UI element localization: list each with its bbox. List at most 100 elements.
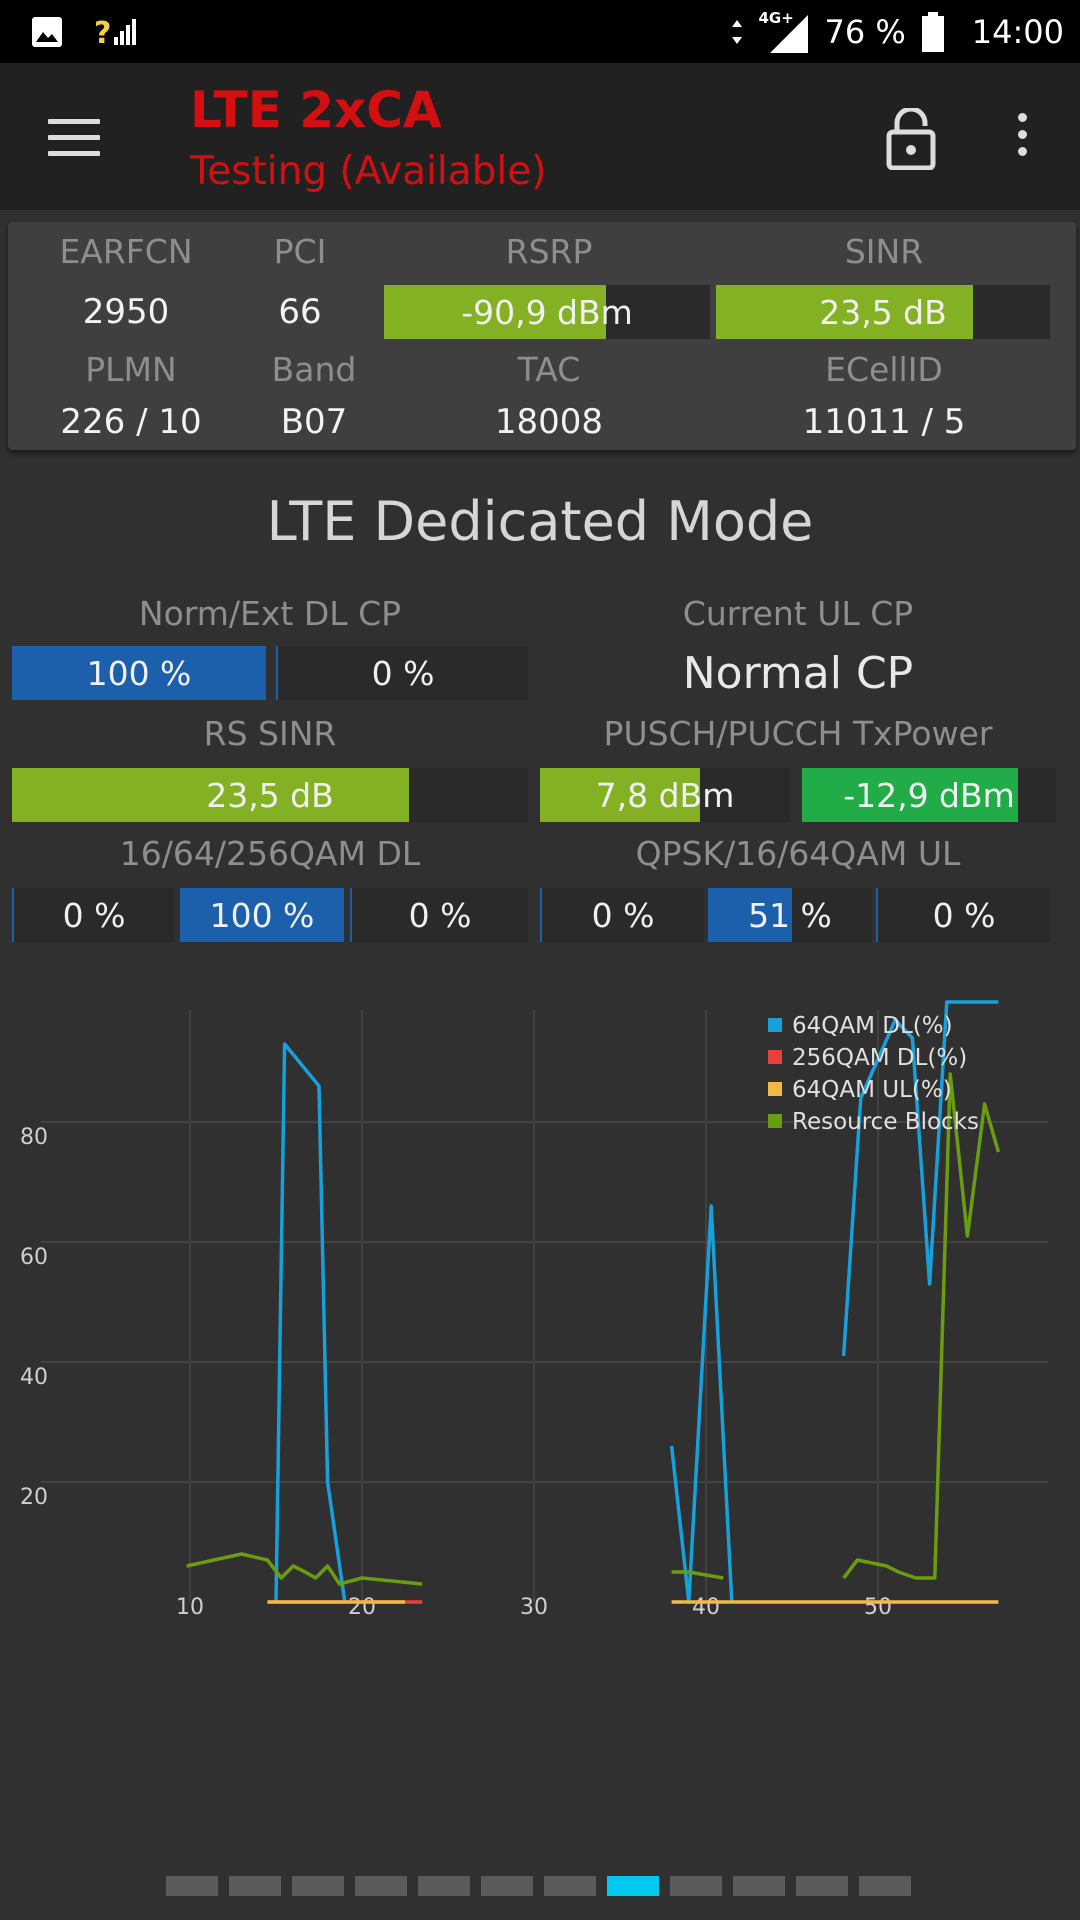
series-line — [842, 1072, 1001, 1580]
pci-label: PCI — [273, 232, 327, 271]
sinr-label: SINR — [844, 232, 924, 271]
pci-value: 66 — [278, 292, 322, 332]
page-dot[interactable] — [859, 1876, 911, 1896]
dl-cp-extended-bar: 0 % — [276, 646, 528, 700]
x-tick-label: 20 — [348, 1595, 376, 1620]
sinr-bar: 23,5 dB — [716, 285, 1050, 339]
legend-swatch — [768, 1082, 782, 1096]
y-tick-label: 80 — [20, 1125, 48, 1150]
qam-dl-256-value: 0 % — [408, 895, 472, 935]
rs-sinr-bar: 23,5 dB — [12, 768, 528, 822]
image-notification-icon — [32, 17, 62, 47]
legend-swatch — [768, 1018, 782, 1032]
rs-sinr-value: 23,5 dB — [206, 775, 334, 815]
clock: 14:00 — [971, 12, 1064, 51]
app-title: LTE 2xCA — [190, 81, 442, 139]
txpower-label: PUSCH/PUCCH TxPower — [603, 714, 993, 753]
page-dot[interactable] — [229, 1876, 281, 1896]
rsrp-value: -90,9 dBm — [461, 292, 633, 332]
svg-text:?: ? — [94, 16, 111, 49]
battery-percent: 76 % — [824, 12, 906, 51]
page-dot[interactable] — [292, 1876, 344, 1896]
legend-label: 64QAM DL(%) — [792, 1013, 953, 1039]
qam-dl-16-bar: 0 % — [12, 888, 174, 942]
app-subtitle: Testing (Available) — [190, 149, 547, 194]
pusch-power-bar: 7,8 dBm — [540, 768, 790, 822]
series-line — [669, 1204, 734, 1604]
section-title: LTE Dedicated Mode — [266, 490, 814, 553]
app-bar: LTE 2xCA Testing (Available) — [0, 63, 1080, 210]
battery-icon — [921, 11, 944, 52]
rsrp-bar: -90,9 dBm — [384, 285, 710, 339]
x-tick-label: 30 — [520, 1595, 548, 1620]
hamburger-menu-icon[interactable] — [48, 119, 100, 157]
x-tick-label: 10 — [176, 1595, 204, 1620]
page-dot[interactable] — [733, 1876, 785, 1896]
mobile-signal-icon: 4G+ — [758, 9, 810, 55]
pucch-power-value: -12,9 dBm — [843, 775, 1015, 815]
page-indicator — [166, 1876, 911, 1896]
page-dot[interactable] — [481, 1876, 533, 1896]
qam-ul-qpsk-bar: 0 % — [540, 888, 704, 942]
earfcn-value: 2950 — [82, 292, 170, 332]
qam-ul-16-value: 51 % — [748, 895, 832, 935]
pusch-power-value: 7,8 dBm — [595, 775, 735, 815]
plmn-value: 226 / 10 — [60, 402, 202, 442]
y-tick-label: 20 — [20, 1485, 48, 1510]
x-tick-label: 40 — [692, 1595, 720, 1620]
pucch-power-bar: -12,9 dBm — [802, 768, 1056, 822]
series-line — [186, 1552, 423, 1586]
band-label: Band — [271, 350, 357, 389]
plmn-label: PLMN — [85, 350, 177, 389]
qam-ul-64-bar: 0 % — [876, 888, 1050, 942]
page-dot[interactable] — [796, 1876, 848, 1896]
ecellid-value: 11011 / 5 — [802, 402, 966, 442]
page-dot[interactable] — [355, 1876, 407, 1896]
ul-cp-value: Normal CP — [682, 648, 914, 699]
y-tick-label: 60 — [20, 1245, 48, 1270]
rsrp-label: RSRP — [505, 232, 593, 271]
qam-ul-16-bar: 51 % — [708, 888, 872, 942]
sinr-value: 23,5 dB — [819, 292, 947, 332]
qam-ul-label: QPSK/16/64QAM UL — [635, 834, 961, 873]
dl-cp-normal-bar: 100 % — [12, 646, 266, 700]
status-bar: ? 4G+ 76 % 14:00 — [0, 0, 1080, 63]
signal-unknown-icon: ? — [94, 16, 136, 49]
qam-dl-64-value: 100 % — [209, 895, 315, 935]
qam-ul-qpsk-value: 0 % — [591, 895, 655, 935]
page-dot[interactable] — [670, 1876, 722, 1896]
qam-ul-64-value: 0 % — [932, 895, 996, 935]
page-dot[interactable] — [544, 1876, 596, 1896]
qam-dl-64-bar: 100 % — [180, 888, 344, 942]
x-tick-label: 50 — [864, 1595, 892, 1620]
qam-dl-256-bar: 0 % — [350, 888, 528, 942]
legend-swatch — [768, 1050, 782, 1064]
series-line — [841, 1000, 999, 1357]
modulation-history-chart: 20 40 60 80 10 20 30 40 50 64QAM DL(%) 256QAM DL(%… — [20, 1000, 1048, 1620]
legend-label: 256QAM DL(%) — [792, 1045, 967, 1071]
ecellid-label: ECellID — [825, 350, 943, 389]
rs-sinr-label: RS SINR — [203, 714, 337, 753]
legend-swatch — [768, 1114, 782, 1128]
network-type-label: 4G+ — [758, 8, 794, 27]
qam-dl-label: 16/64/256QAM DL — [119, 834, 421, 873]
page-dot[interactable] — [418, 1876, 470, 1896]
data-arrows-icon — [732, 19, 743, 44]
series-line — [671, 1570, 724, 1580]
series-line — [274, 1042, 347, 1603]
dl-cp-label: Norm/Ext DL CP — [138, 594, 402, 633]
tac-label: TAC — [517, 350, 581, 389]
unlock-icon[interactable] — [885, 108, 937, 170]
dl-cp-normal-value: 100 % — [86, 653, 192, 693]
qam-dl-16-value: 0 % — [62, 895, 126, 935]
tac-value: 18008 — [494, 402, 604, 442]
y-tick-label: 40 — [20, 1365, 48, 1390]
band-value: B07 — [280, 402, 348, 442]
page-dot[interactable] — [607, 1876, 659, 1896]
more-options-icon[interactable] — [1010, 113, 1034, 165]
page-dot[interactable] — [166, 1876, 218, 1896]
legend-label: 64QAM UL(%) — [792, 1077, 952, 1103]
cell-info-card: EARFCN PCI RSRP SINR 2950 66 -90,9 dBm 2… — [8, 222, 1076, 450]
ul-cp-label: Current UL CP — [682, 594, 914, 633]
legend-label: Resource Blocks — [792, 1109, 979, 1135]
